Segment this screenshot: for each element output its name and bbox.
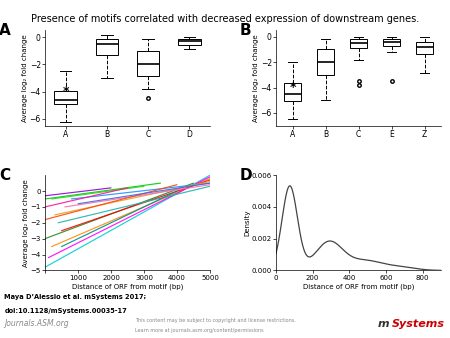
Text: Learn more at journals.asm.org/content/permissions: Learn more at journals.asm.org/content/p…: [135, 328, 264, 333]
Text: Systems: Systems: [392, 319, 445, 330]
PathPatch shape: [137, 51, 159, 76]
Y-axis label: Average log₂ fold change: Average log₂ fold change: [253, 34, 259, 122]
Text: B: B: [240, 23, 252, 38]
Text: Journals.ASM.org: Journals.ASM.org: [4, 319, 69, 329]
Text: *: *: [289, 81, 296, 94]
PathPatch shape: [350, 39, 367, 48]
PathPatch shape: [416, 42, 433, 54]
PathPatch shape: [178, 39, 201, 45]
X-axis label: Distance of ORF from motif (bp): Distance of ORF from motif (bp): [72, 283, 183, 290]
Text: This content may be subject to copyright and license restrictions.: This content may be subject to copyright…: [135, 318, 296, 323]
X-axis label: Distance of ORF from motif (bp): Distance of ORF from motif (bp): [303, 283, 414, 290]
Text: Maya D’Alessio et al. mSystems 2017;: Maya D’Alessio et al. mSystems 2017;: [4, 294, 147, 300]
Text: m: m: [378, 319, 390, 330]
Text: A: A: [0, 23, 10, 38]
PathPatch shape: [284, 83, 301, 101]
PathPatch shape: [95, 40, 118, 55]
PathPatch shape: [54, 91, 77, 104]
Text: doi:10.1128/mSystems.00035-17: doi:10.1128/mSystems.00035-17: [4, 308, 127, 314]
Text: Presence of motifs correlated with decreased expression of downstream genes.: Presence of motifs correlated with decre…: [31, 14, 419, 24]
Text: *: *: [63, 85, 69, 98]
Y-axis label: Average log₂ fold change: Average log₂ fold change: [23, 179, 29, 267]
PathPatch shape: [383, 39, 400, 46]
Y-axis label: Average log₂ fold change: Average log₂ fold change: [22, 34, 28, 122]
Text: C: C: [0, 168, 10, 183]
PathPatch shape: [317, 49, 334, 75]
Text: D: D: [240, 168, 252, 183]
Y-axis label: Density: Density: [244, 210, 250, 236]
